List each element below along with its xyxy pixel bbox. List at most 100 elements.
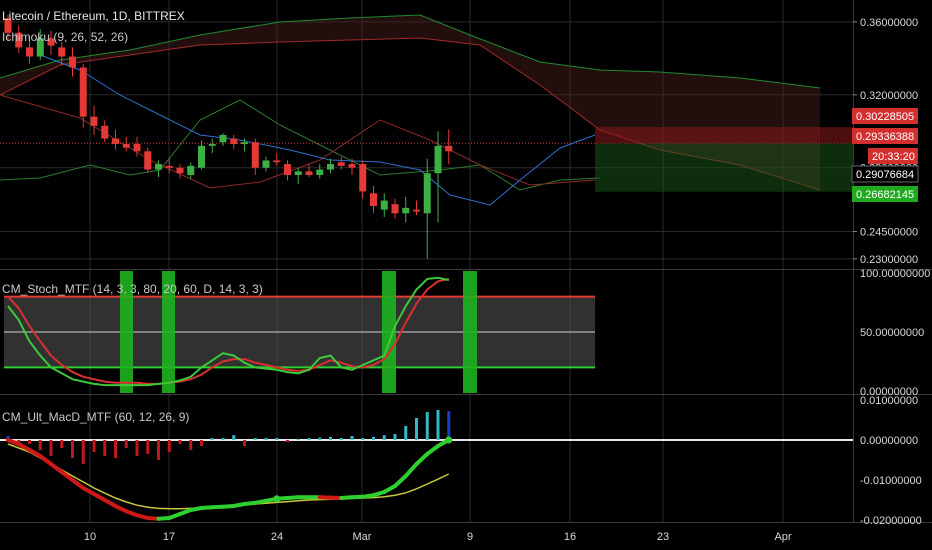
candle-body[interactable] <box>26 47 33 57</box>
candle-body[interactable] <box>198 145 205 168</box>
time-tick-label: Apr <box>774 531 791 543</box>
macd-histogram-bar <box>404 426 408 440</box>
stoch-k-line <box>7 276 450 387</box>
macd-histogram-bar <box>253 438 257 440</box>
macd-histogram-bar <box>350 436 354 440</box>
candle-body[interactable] <box>230 138 238 145</box>
candle-body[interactable] <box>327 164 334 170</box>
time-tick-label: 23 <box>657 531 669 543</box>
candle-body[interactable] <box>176 167 184 174</box>
macd-histogram-bar <box>264 438 268 440</box>
macd-line-segment <box>92 492 107 502</box>
macd-histogram-bar <box>178 440 182 444</box>
macd-line-segment <box>393 474 408 488</box>
buy-signal-bar[interactable] <box>463 271 477 393</box>
candle-body[interactable] <box>423 173 431 214</box>
candle-body[interactable] <box>219 134 227 143</box>
macd-histogram-bar <box>49 440 53 456</box>
take-profit-zone <box>595 143 853 192</box>
time-tick-label: 9 <box>467 531 473 543</box>
candle-body[interactable] <box>284 164 291 176</box>
stoch-legend[interactable]: CM_Stoch_MTF (14, 3, 3, 80, 20, 60, D, 1… <box>2 282 263 296</box>
candle-body[interactable] <box>133 144 141 152</box>
tenkan-line <box>39 54 596 206</box>
candle-body[interactable] <box>273 160 281 163</box>
macd-line-segment <box>38 454 53 466</box>
price-tick-label: 0.24500000 <box>860 227 918 239</box>
stop-loss-zone <box>595 127 853 144</box>
candle-body[interactable] <box>4 18 12 33</box>
candle-body[interactable] <box>69 56 76 68</box>
candle-body[interactable] <box>294 171 302 176</box>
macd-pane[interactable] <box>0 410 853 521</box>
macd-line-segment <box>425 444 440 456</box>
candle-body[interactable] <box>241 142 248 145</box>
macd-line-segment <box>81 486 96 496</box>
buy-signal-bar[interactable] <box>120 271 133 393</box>
candle-body[interactable] <box>47 38 55 46</box>
price-tag-box <box>851 165 919 183</box>
stochastic-pane[interactable] <box>4 271 595 393</box>
macd-histogram-bar <box>329 436 332 440</box>
buy-signal-bar[interactable] <box>382 271 396 393</box>
stoch-tick-label: 0.00000000 <box>860 386 918 398</box>
buy-signal-bar[interactable] <box>162 271 175 393</box>
candle-body[interactable] <box>434 145 442 174</box>
macd-signal-line <box>7 443 450 510</box>
macd-histogram-bar <box>114 440 117 458</box>
macd-cross-dot <box>445 436 453 444</box>
candle-body[interactable] <box>337 162 345 166</box>
candle-body[interactable] <box>79 67 87 117</box>
candle-body[interactable] <box>370 193 377 207</box>
candle-body[interactable] <box>58 47 66 57</box>
macd-histogram-bar <box>372 436 375 440</box>
candle-body[interactable] <box>348 164 356 168</box>
candle-body[interactable] <box>165 165 173 168</box>
macd-legend[interactable]: CM_Ult_MacD_MTF (60, 12, 26, 9) <box>2 410 190 424</box>
macd-tick-label: -0.02000000 <box>860 515 922 527</box>
macd-histogram-bar <box>425 412 429 440</box>
macd-histogram-bar <box>382 435 386 440</box>
candle-body[interactable] <box>402 207 410 214</box>
macd-histogram-bar <box>415 418 418 440</box>
price-tick-label: 0.36000000 <box>860 17 918 29</box>
candle-body[interactable] <box>359 164 367 192</box>
macd-line-segment <box>70 478 86 490</box>
candle-body[interactable] <box>36 38 44 57</box>
symbol-title[interactable]: Litecoin / Ethereum, 1D, BITTREX <box>2 9 185 23</box>
price-tag-label: 0.29076684 <box>856 169 914 181</box>
candle-body[interactable] <box>391 204 399 214</box>
time-tick-label: 17 <box>163 531 175 543</box>
candle-body[interactable] <box>15 32 23 48</box>
candle-body[interactable] <box>380 200 388 210</box>
candle-body[interactable] <box>262 160 270 168</box>
candle-body[interactable] <box>316 169 324 176</box>
ichimoku-legend[interactable]: Ichimoku (9, 26, 52, 26) <box>2 30 129 44</box>
macd-histogram-bar <box>339 438 343 440</box>
candle-body[interactable] <box>305 171 313 176</box>
price-pane[interactable] <box>0 14 853 259</box>
price-tag-box <box>868 148 918 164</box>
macd-histogram-bar <box>361 438 365 440</box>
candle-body[interactable] <box>208 144 216 146</box>
price-tick-label: 0.32000000 <box>860 90 918 102</box>
macd-histogram-bar <box>167 440 171 452</box>
candle-body[interactable] <box>90 116 98 126</box>
candle-body[interactable] <box>445 145 453 152</box>
candle-body[interactable] <box>155 164 162 170</box>
axes: 0.360000000.320000000.280000000.24500000… <box>84 17 930 543</box>
candle-body[interactable] <box>122 144 130 148</box>
price-tag-box <box>852 186 918 202</box>
candle-body[interactable] <box>413 209 420 212</box>
candle-body[interactable] <box>251 142 259 168</box>
senkou-span-a <box>0 14 821 89</box>
candle-body[interactable] <box>187 165 195 176</box>
grid-lines <box>0 0 932 523</box>
chikou-span <box>0 99 601 191</box>
candle-body[interactable] <box>101 125 109 139</box>
ichimoku-cloud <box>0 15 820 190</box>
candle-body[interactable] <box>112 138 119 145</box>
candle-body[interactable] <box>144 151 152 170</box>
macd-histogram-bar <box>436 410 440 440</box>
